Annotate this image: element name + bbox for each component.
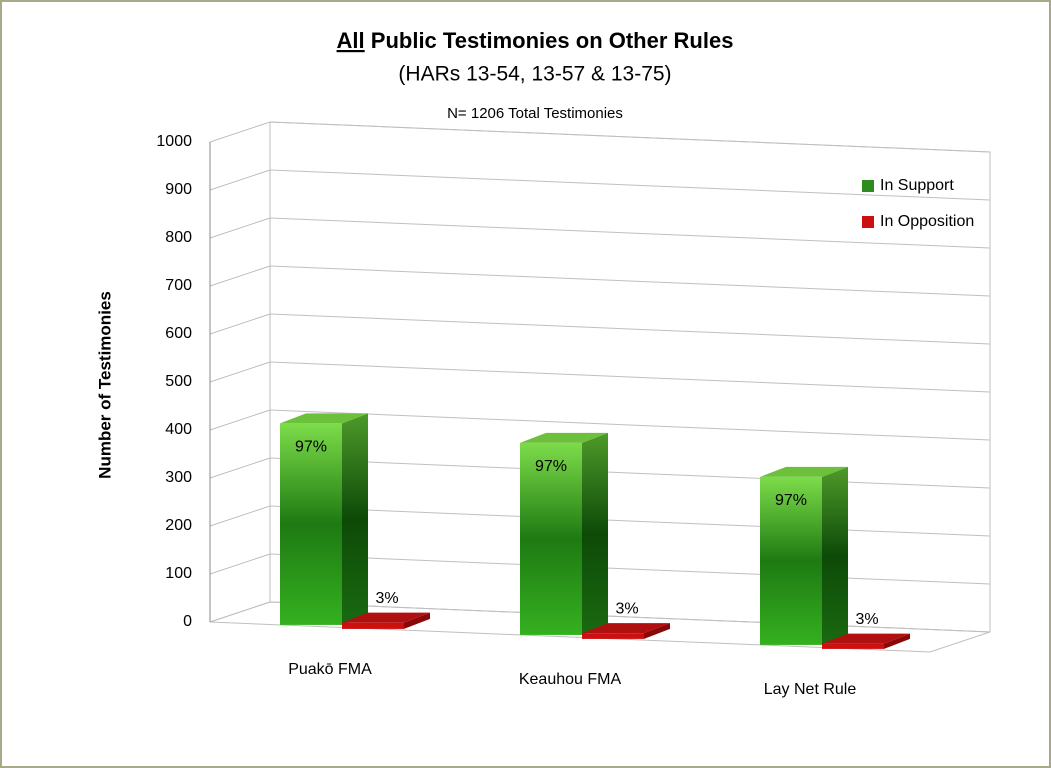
y-tick-label: 1000 — [156, 133, 192, 150]
y-tick-label: 500 — [165, 373, 192, 390]
bar-side — [884, 633, 910, 649]
bar-side — [342, 413, 368, 625]
grid-line — [209, 505, 991, 537]
legend-label: In Support — [880, 177, 954, 194]
y-tick-label: 100 — [165, 565, 192, 582]
data-label: 3% — [615, 600, 638, 617]
bar-top — [582, 623, 670, 634]
chart-subtitle: (HARs 13-54, 13-57 & 13-75) — [398, 63, 671, 86]
y-tick-label: 300 — [165, 469, 192, 486]
y-tick-label: 600 — [165, 325, 192, 342]
grid-line — [209, 553, 991, 585]
grid-line — [209, 121, 991, 153]
x-tick-label: Lay Net Rule — [764, 681, 857, 698]
legend-swatch — [862, 216, 874, 228]
grid-line — [209, 313, 991, 345]
bar — [822, 643, 884, 649]
data-label: 3% — [855, 611, 878, 628]
bar — [760, 476, 822, 645]
y-tick-label: 200 — [165, 517, 192, 534]
bar-top — [760, 466, 848, 477]
bar-top — [822, 633, 910, 644]
y-tick-label: 800 — [165, 229, 192, 246]
y-axis-title: Number of Testimonies — [95, 291, 114, 479]
data-label: 97% — [775, 492, 807, 509]
x-tick-label: Keauhou FMA — [519, 671, 622, 688]
data-label: 97% — [535, 458, 567, 475]
bar-top — [342, 612, 430, 623]
grid-line — [209, 601, 991, 633]
grid-line — [209, 409, 991, 441]
grid-line — [209, 457, 991, 489]
bar-side — [822, 466, 848, 645]
bar — [582, 633, 644, 639]
y-tick-label: 0 — [183, 613, 192, 630]
bar-top — [280, 413, 368, 424]
bar — [342, 622, 404, 629]
bar-side — [644, 623, 670, 639]
bar-top — [520, 432, 608, 443]
data-label: 3% — [375, 590, 398, 607]
data-label: 97% — [295, 439, 327, 456]
bar — [280, 423, 342, 625]
legend-swatch — [862, 180, 874, 192]
grid-line — [209, 361, 991, 393]
x-tick-label: Puakō FMA — [288, 661, 372, 678]
y-tick-label: 700 — [165, 277, 192, 294]
bar-side — [404, 612, 430, 629]
legend-label: In Opposition — [880, 213, 974, 230]
grid-line — [209, 217, 991, 249]
grid-line — [209, 265, 991, 297]
chart-title: All Public Testimonies on Other Rules — [337, 28, 734, 53]
grid-line — [209, 169, 991, 201]
y-tick-label: 400 — [165, 421, 192, 438]
bar — [520, 442, 582, 635]
bar-side — [582, 432, 608, 635]
annotation: N= 1206 Total Testimonies — [447, 105, 623, 122]
y-tick-label: 900 — [165, 181, 192, 198]
